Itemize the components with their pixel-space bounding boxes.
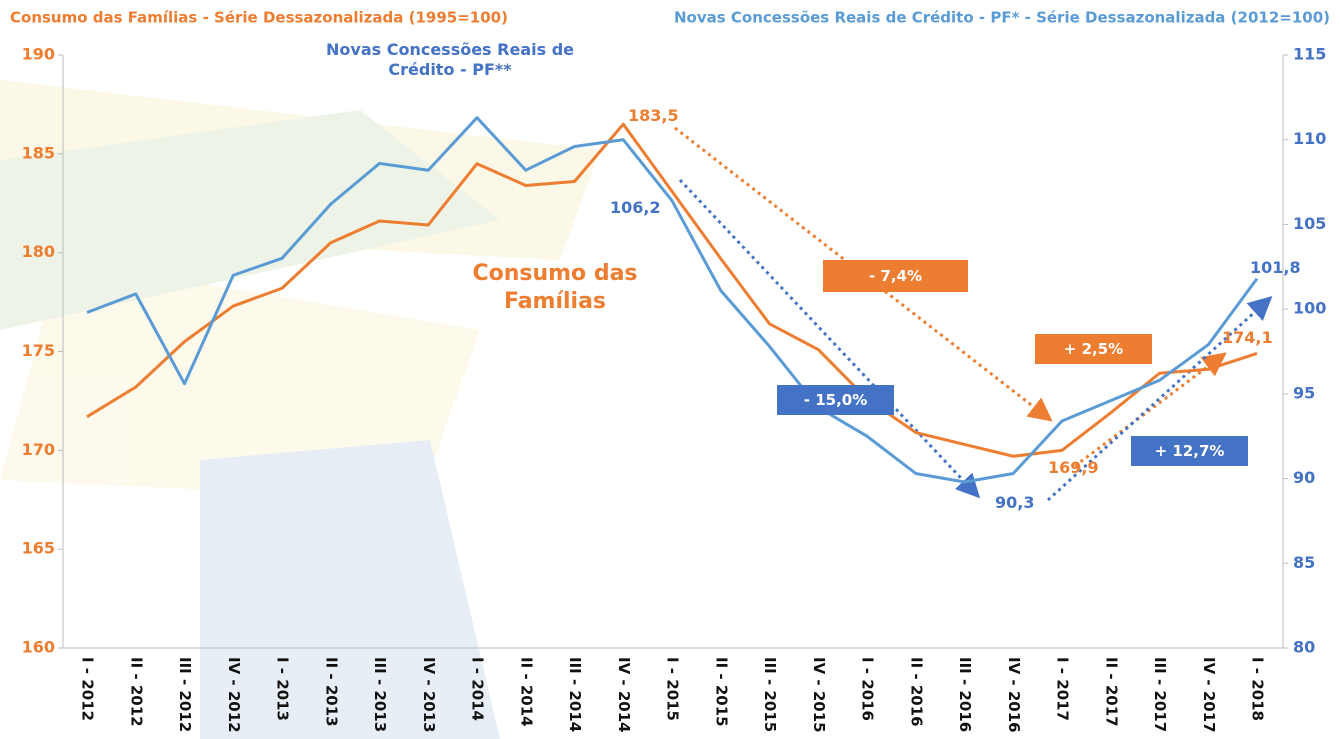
y2-tick-label: 100 <box>1293 299 1326 318</box>
y2-tick-label: 85 <box>1293 553 1315 572</box>
x-tick-label: III - 2015 <box>761 657 779 732</box>
x-tick-label: II - 2017 <box>1102 657 1120 727</box>
x-tick-label: IV - 2013 <box>420 657 438 733</box>
annotation: 169,9 <box>1048 458 1099 478</box>
x-tick-label: I - 2012 <box>79 657 97 721</box>
y2-tick-label: 105 <box>1293 214 1326 233</box>
annotation: 90,3 <box>995 493 1034 513</box>
x-tick-label: I - 2018 <box>1249 657 1267 721</box>
annotation: 106,2 <box>610 198 661 218</box>
x-tick-label: III - 2014 <box>566 657 584 732</box>
x-tick-label: II - 2012 <box>127 657 145 727</box>
legend-entry: Novas Concessões Reais de Crédito - PF** <box>320 40 580 80</box>
x-tick-label: I - 2016 <box>859 657 877 721</box>
y2-axis-title: Novas Concessões Reais de Crédito - PF* … <box>674 9 1330 27</box>
x-tick-label: II - 2015 <box>712 657 730 727</box>
y-axis-title: Consumo das Famílias - Série Dessazonali… <box>10 9 508 27</box>
legend-entry: Consumo das Famílias <box>455 260 655 315</box>
x-tick-label: IV - 2012 <box>225 657 243 733</box>
x-tick-label: IV - 2014 <box>615 657 633 733</box>
x-tick-label: IV - 2016 <box>1005 657 1023 733</box>
y-tick-label: 180 <box>22 242 55 261</box>
x-tick-label: I - 2015 <box>664 657 682 721</box>
y2-tick-label: 95 <box>1293 383 1315 402</box>
x-tick-label: III - 2016 <box>956 657 974 732</box>
x-tick-label: III - 2013 <box>371 657 389 732</box>
x-tick-label: IV - 2015 <box>810 657 828 733</box>
x-tick-label: III - 2017 <box>1151 657 1169 732</box>
chart-page: Consumo das Famílias - Série Dessazonali… <box>0 0 1340 739</box>
x-tick-label: I - 2013 <box>274 657 292 721</box>
y2-tick-label: 90 <box>1293 468 1315 487</box>
y2-tick-label: 110 <box>1293 129 1326 148</box>
y-tick-label: 165 <box>22 539 55 558</box>
annotation-box: + 12,7% <box>1131 436 1248 466</box>
x-tick-label: I - 2017 <box>1054 657 1072 721</box>
annotation: 183,5 <box>628 106 679 126</box>
x-tick-label: II - 2013 <box>322 657 340 727</box>
y-tick-label: 185 <box>22 143 55 162</box>
x-tick-label: II - 2014 <box>517 657 535 727</box>
x-tick-label: II - 2016 <box>907 657 925 727</box>
annotation-box: - 15,0% <box>777 385 894 415</box>
y2-tick-label: 80 <box>1293 638 1315 657</box>
x-tick-label: III - 2012 <box>176 657 194 732</box>
annotation-box: - 7,4% <box>823 260 968 292</box>
y-tick-label: 175 <box>22 341 55 360</box>
y-tick-label: 160 <box>22 638 55 657</box>
annotation-box: + 2,5% <box>1035 334 1152 364</box>
x-tick-label: IV - 2017 <box>1200 657 1218 733</box>
annotation: 174,1 <box>1222 328 1273 348</box>
y-tick-label: 190 <box>22 45 55 64</box>
x-tick-label: I - 2014 <box>469 657 487 721</box>
annotation: 101,8 <box>1250 258 1301 278</box>
y2-tick-label: 115 <box>1293 45 1326 64</box>
y-tick-label: 170 <box>22 440 55 459</box>
